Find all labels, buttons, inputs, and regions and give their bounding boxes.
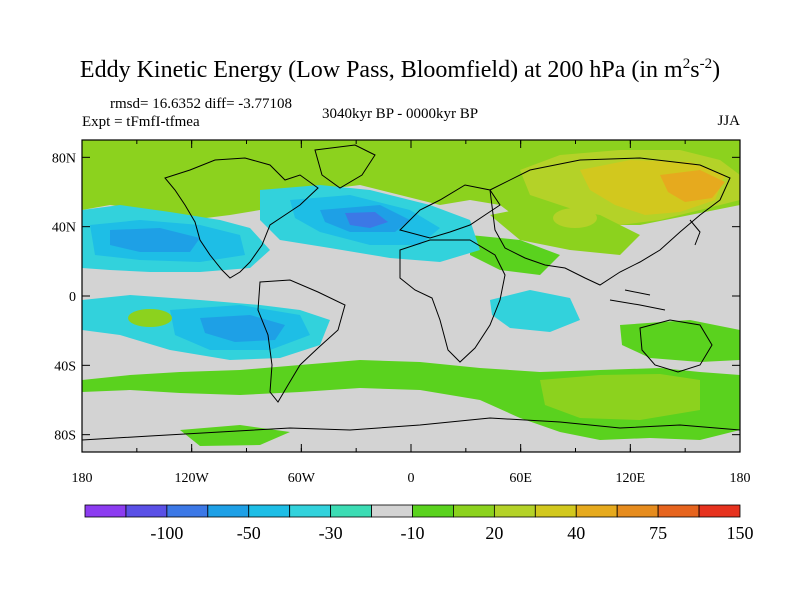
contour-antarctic-green bbox=[180, 425, 290, 446]
colorbar-swatch bbox=[493, 504, 536, 518]
colorbar-label: -50 bbox=[237, 523, 261, 543]
lon-axis: 180 120W 60W 0 60E 120E 180 bbox=[72, 140, 751, 486]
coast-antarctica bbox=[82, 417, 740, 441]
contour-caspian-yellow bbox=[553, 208, 597, 228]
coast-europe bbox=[399, 184, 501, 239]
map-panel: 180 120W 60W 0 60E 120E 180 80N 40N 0 40S 80S bbox=[52, 139, 751, 486]
contour-spacific-deepblue bbox=[200, 315, 285, 342]
lon-tick-label: 0 bbox=[408, 471, 415, 486]
colorbar-swatch bbox=[453, 504, 495, 518]
stats-text: rmsd= 16.6352 diff= -3.77108 bbox=[110, 96, 293, 112]
colorbar-swatch bbox=[412, 504, 454, 518]
coast-africa bbox=[399, 239, 506, 363]
coast-australia bbox=[639, 319, 713, 373]
contour-pacific-deepblue bbox=[110, 228, 200, 252]
colorbar-label: -100 bbox=[150, 523, 183, 543]
lat-tick-label: 80N bbox=[52, 151, 76, 166]
lat-tick-label: 40N bbox=[52, 221, 76, 236]
colorbar-swatch bbox=[330, 504, 372, 518]
lon-tick-label: 120W bbox=[175, 471, 210, 486]
contour-asia-orange bbox=[660, 170, 725, 202]
colorbar-swatch bbox=[575, 504, 618, 518]
colorbar-label: -10 bbox=[401, 523, 425, 543]
colorbar-swatch bbox=[84, 504, 127, 518]
colorbar-label: 20 bbox=[485, 523, 503, 543]
contour-south-yellowgreen bbox=[540, 374, 700, 420]
contour-indian-cyan bbox=[490, 290, 580, 332]
coastlines bbox=[82, 144, 740, 441]
contour-atlantic-core bbox=[345, 212, 388, 228]
experiment-label: Expt = tFmfI-tfmea bbox=[82, 114, 200, 130]
lat-tick-label: 80S bbox=[54, 429, 76, 444]
chart-title: Eddy Kinetic Energy (Low Pass, Bloomfiel… bbox=[79, 56, 721, 83]
colorbar-swatch bbox=[166, 504, 209, 518]
coast-south-america bbox=[257, 279, 346, 403]
colorbar: -100 -50 -30 -10 20 40 75 150 bbox=[84, 504, 754, 543]
coast-japan bbox=[689, 219, 701, 246]
lon-tick-label: 60W bbox=[288, 471, 316, 486]
lon-tick-label: 60E bbox=[509, 471, 532, 486]
colorbar-swatch bbox=[534, 504, 577, 518]
colorbar-label: 40 bbox=[567, 523, 585, 543]
coast-north-america bbox=[164, 157, 319, 279]
lon-tick-label: 120E bbox=[616, 471, 646, 486]
lat-tick-label: 0 bbox=[69, 290, 76, 305]
contour-spacific-green bbox=[128, 309, 172, 327]
colorbar-swatch bbox=[616, 504, 659, 518]
lon-tick-label: 180 bbox=[730, 471, 751, 486]
colorbar-swatch bbox=[698, 504, 741, 518]
lat-axis: 80N 40N 0 40S 80S bbox=[52, 151, 740, 444]
contour-arabia-green bbox=[470, 235, 560, 275]
colorbar-swatch bbox=[207, 504, 250, 518]
colorbar-swatch bbox=[248, 504, 291, 518]
period-label: 3040kyr BP - 0000kyr BP bbox=[321, 106, 479, 122]
colorbar-label: -30 bbox=[319, 523, 343, 543]
colorbar-swatch bbox=[289, 504, 332, 518]
contour-australia-green bbox=[620, 320, 740, 362]
colorbar-label: 150 bbox=[727, 523, 754, 543]
contour-fills bbox=[82, 140, 740, 446]
lon-tick-label: 180 bbox=[72, 471, 93, 486]
coast-indonesia bbox=[609, 289, 666, 311]
colorbar-label: 75 bbox=[649, 523, 667, 543]
colorbar-swatch bbox=[125, 504, 168, 518]
season-label: JJA bbox=[717, 113, 740, 129]
colorbar-swatch bbox=[371, 504, 413, 518]
contour-caspian-green bbox=[490, 205, 640, 255]
coast-greenland bbox=[314, 144, 376, 189]
lat-tick-label: 40S bbox=[54, 359, 76, 374]
colorbar-swatch bbox=[657, 504, 700, 518]
coast-asia bbox=[489, 157, 731, 286]
